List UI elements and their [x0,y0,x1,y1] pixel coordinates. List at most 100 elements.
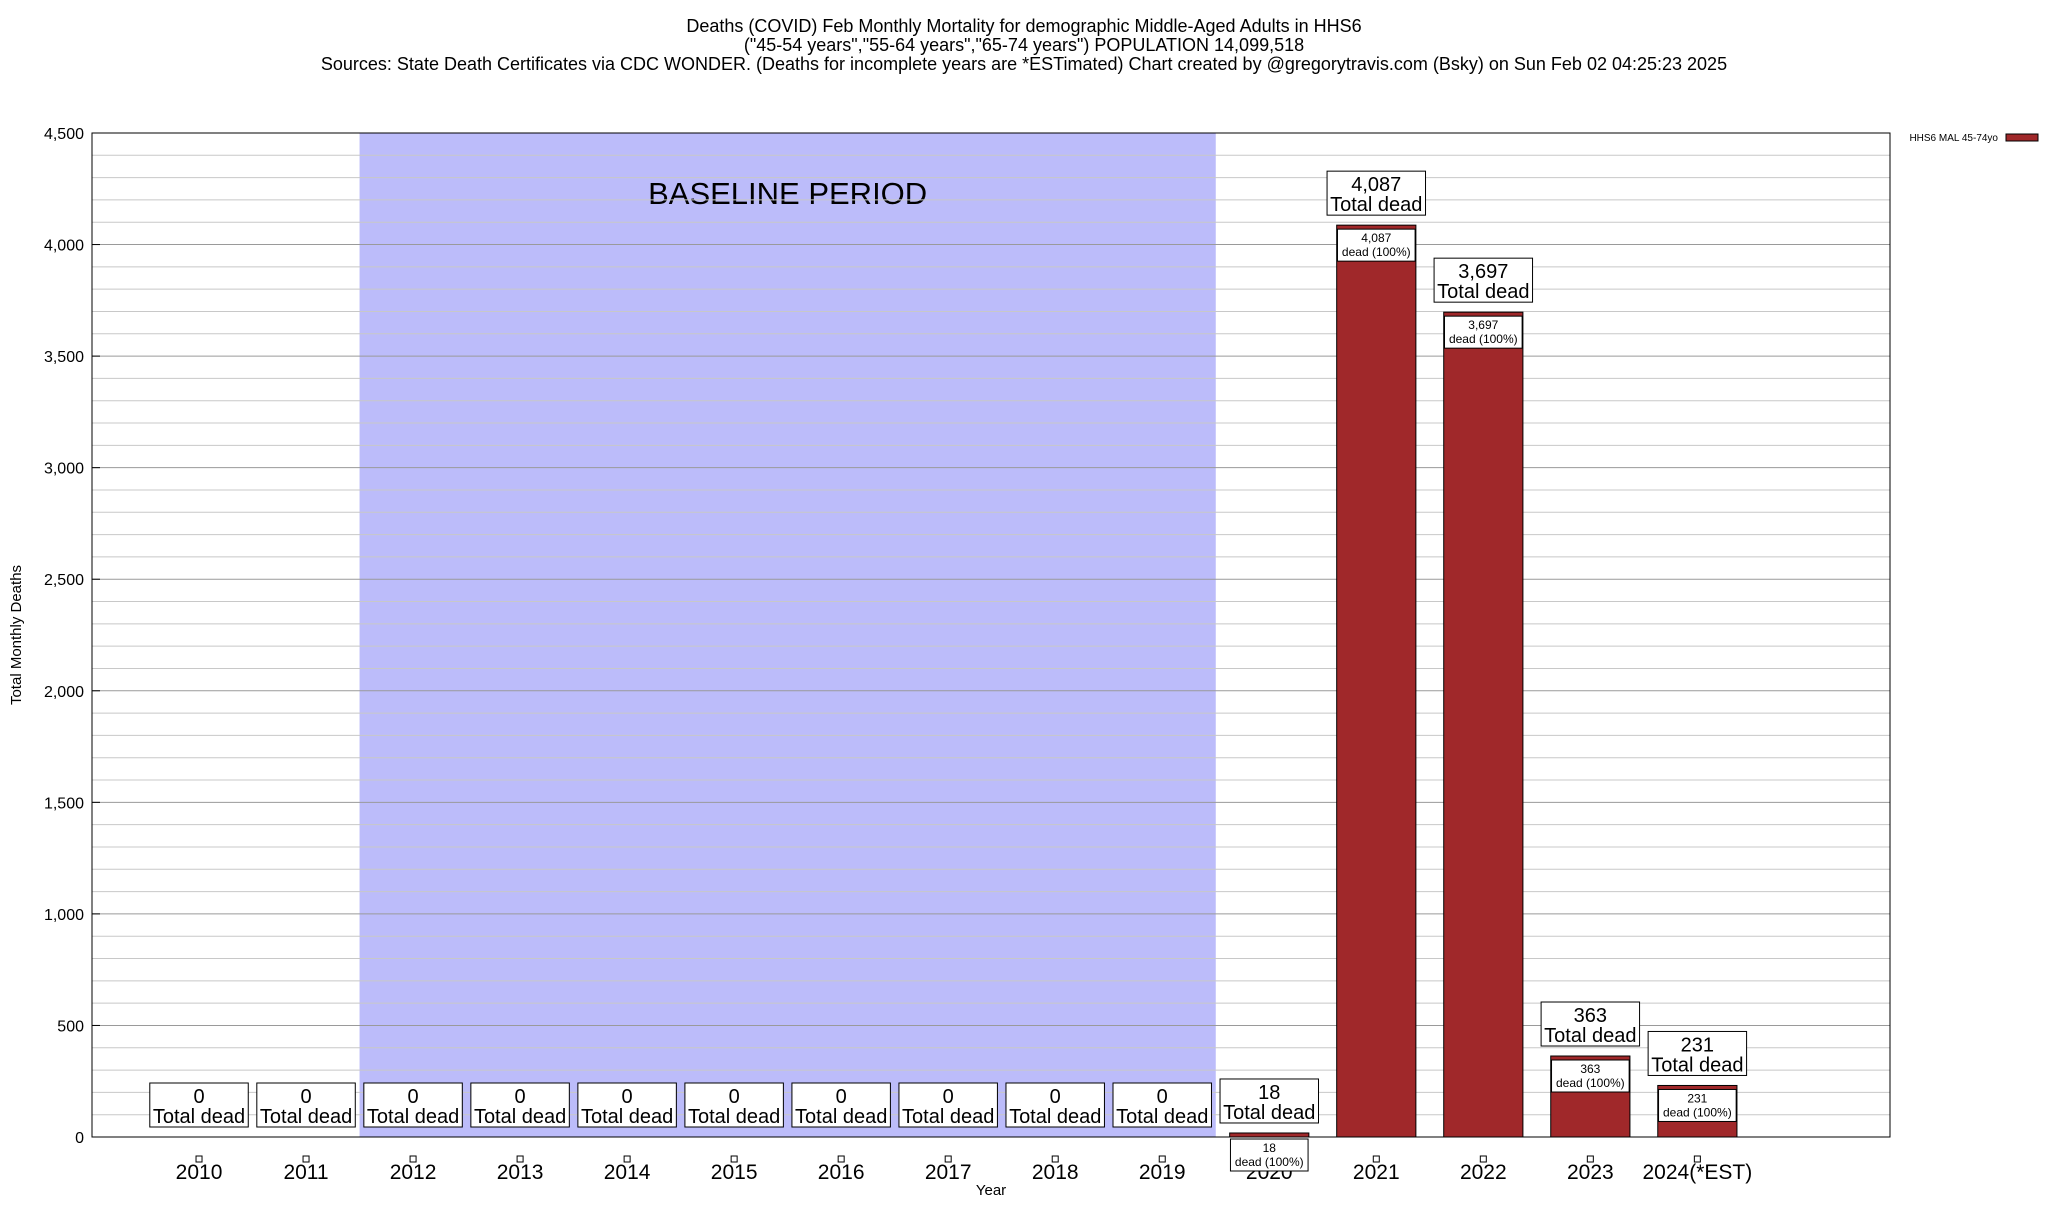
total-label-value: 231 [1681,1034,1714,1056]
inner-label-box [1658,1088,1737,1122]
total-label-box [1433,257,1534,303]
bars [1229,224,1738,1138]
inner-label-box [1551,1059,1630,1093]
total-label-box [1540,1001,1641,1047]
y-tick-label: 2,500 [44,572,84,589]
x-tick-label: 2012 [390,1161,437,1184]
total-label-caption: Total dead [1651,1054,1743,1076]
y-tick-label: 4,000 [44,238,84,255]
x-axis-label: Year [976,1182,1006,1199]
total-label-box [898,1082,998,1128]
x-tick-mark [730,1155,738,1163]
inner-label-caption: dead (100%) [1556,1076,1625,1090]
total-label-value: 0 [943,1086,954,1108]
x-tick-mark [195,1155,203,1163]
x-tick-mark [1158,1155,1166,1163]
x-tick-mark [623,1155,631,1163]
x-tick-label: 2022 [1460,1161,1507,1184]
x-tick-mark [837,1155,845,1163]
total-label-caption: Total dead [367,1106,459,1128]
x-tick-mark [1693,1155,1701,1163]
total-label-caption: Total dead [1544,1025,1636,1047]
inner-label-caption: dead (100%) [1342,245,1411,259]
bar-2021 [1336,224,1417,1138]
total-label-value: 363 [1574,1005,1607,1027]
total-label-caption: Total dead [581,1106,673,1128]
inner-label-caption: dead (100%) [1663,1105,1732,1119]
inner-label-box [1229,1138,1309,1172]
bar-2022 [1443,311,1524,1138]
y-tick-label: 1,000 [44,907,84,924]
x-tick-mark [944,1155,952,1163]
total-label-value: 4,087 [1351,174,1401,196]
total-label-box [1112,1082,1212,1128]
total-label-value: 0 [622,1086,633,1108]
y-tick-label: 500 [57,1018,84,1035]
total-label-caption: Total dead [474,1106,566,1128]
y-tick-label: 3,000 [44,461,84,478]
x-tick-label: 2023 [1567,1161,1614,1184]
y-tick-label: 4,500 [44,126,84,143]
total-label-box [1647,1030,1748,1076]
total-label-value: 0 [193,1086,204,1108]
title-line-3: Sources: State Death Certificates via CD… [321,54,1727,74]
x-tick-label: 2011 [283,1161,328,1184]
plot-frame [91,132,1891,1138]
total-label-caption: Total dead [1116,1106,1208,1128]
baseline-shade [359,133,1216,1137]
total-label-box [363,1082,463,1128]
total-label-caption: Total dead [688,1106,780,1128]
inner-label-value: 18 [1263,1141,1277,1155]
y-tick-label: 3,500 [44,349,84,366]
total-label-caption: Total dead [153,1106,245,1128]
total-label-box [149,1082,249,1128]
y-tick-label: 2,000 [44,684,84,701]
x-tick-label: 2016 [818,1161,865,1184]
x-tick-label: 2024(*EST) [1642,1161,1752,1184]
total-label-value: 0 [300,1086,311,1108]
x-tick-label: 2015 [711,1161,758,1184]
x-tick-label: 2021 [1353,1161,1400,1184]
total-label-caption: Total dead [1437,281,1529,303]
bar-2020 [1229,1132,1310,1138]
x-tick-mark [1479,1155,1487,1163]
axes: 0 500 1,000 1,500 2,000 2,500 3,000 3,500 4,000 4… [8,126,1891,1199]
inner-label-caption: dead (100%) [1449,332,1518,346]
x-tick-label: 2018 [1032,1161,1079,1184]
total-label-box [1005,1082,1105,1128]
total-label-box [684,1082,784,1128]
total-label-box [1326,170,1427,216]
total-label-box [577,1082,677,1128]
total-label-caption: Total dead [260,1106,352,1128]
legend: HHS6 MAL 45-74yo [1909,133,2039,144]
total-label-value: 0 [1050,1086,1061,1108]
inner-label-value: 363 [1580,1062,1600,1076]
x-tick-mark [409,1155,417,1163]
total-label-box [470,1082,570,1128]
x-tick-label: 2017 [925,1161,972,1184]
x-tick-mark [516,1155,524,1163]
total-label-caption: Total dead [1223,1102,1315,1124]
total-label-box [256,1082,356,1128]
title-line-1: Deaths (COVID) Feb Monthly Mortality for… [686,16,1361,36]
x-tick-mark [302,1155,310,1163]
inner-label-box [1336,228,1416,262]
total-label-value: 0 [1157,1086,1168,1108]
x-tick-mark [1586,1155,1594,1163]
total-label-value: 18 [1258,1082,1280,1104]
title-line-2: ("45-54 years","55-64 years","65-74 year… [744,35,1304,55]
total-label-caption: Total dead [1009,1106,1101,1128]
